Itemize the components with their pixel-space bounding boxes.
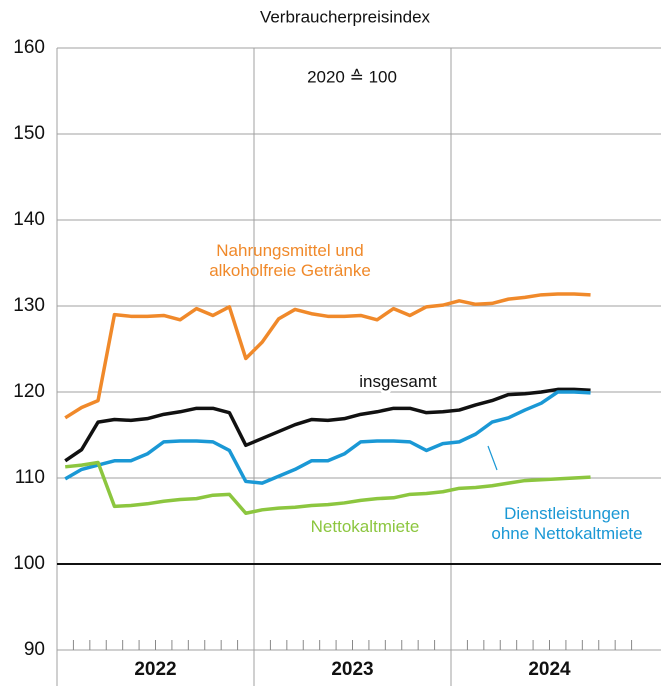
series-label: Dienstleistungen ohne Nettokaltmiete bbox=[491, 504, 642, 543]
series-line bbox=[64, 292, 591, 420]
x-group-label: 2022 bbox=[134, 659, 176, 680]
series-label: Nahrungsmittel und alkoholfreie Getränke bbox=[209, 241, 371, 280]
series-line bbox=[64, 390, 591, 485]
x-group-label: 2023 bbox=[331, 659, 373, 680]
series-line bbox=[65, 460, 591, 516]
x-group-label: 2024 bbox=[528, 659, 571, 680]
y-tick-label: 120 bbox=[13, 381, 45, 402]
y-tick-label: 150 bbox=[13, 123, 45, 144]
y-tick-label: 110 bbox=[15, 467, 45, 488]
annotation: 2020 ≙ 100 bbox=[307, 67, 397, 86]
y-tick-label: 90 bbox=[24, 639, 45, 660]
chart-title: Verbraucherpreisindex bbox=[260, 7, 431, 26]
y-tick-label: 160 bbox=[13, 37, 45, 58]
y-tick-label: 140 bbox=[13, 209, 45, 230]
series-line bbox=[64, 387, 591, 463]
y-tick-label: 100 bbox=[13, 553, 45, 574]
series-label: Nettokaltmiete bbox=[311, 517, 420, 536]
series-label: insgesamt bbox=[359, 372, 437, 391]
y-tick-label: 130 bbox=[13, 295, 45, 316]
leader-line bbox=[487, 445, 498, 471]
